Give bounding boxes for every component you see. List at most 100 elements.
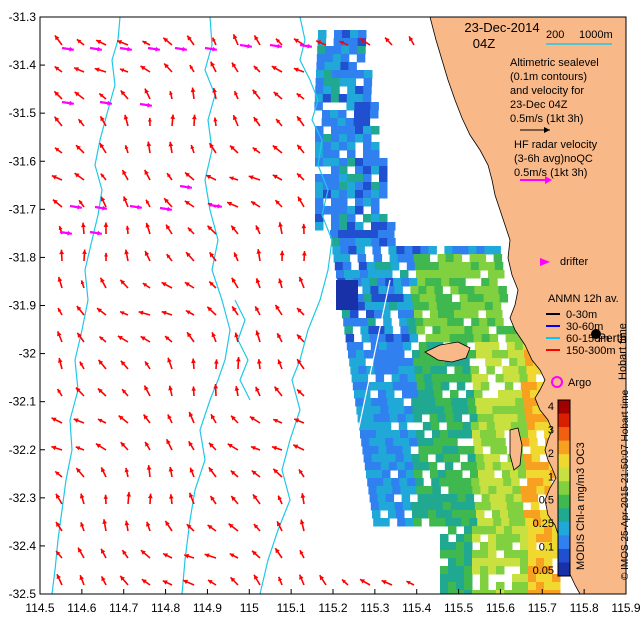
chl-cell bbox=[476, 350, 485, 359]
chl-cell bbox=[379, 166, 388, 175]
chl-cell bbox=[386, 342, 396, 351]
chl-cell bbox=[493, 358, 502, 367]
chl-cell bbox=[492, 406, 501, 415]
chl-cell bbox=[331, 198, 340, 207]
velocity-arrowhead bbox=[51, 417, 57, 422]
chl-cell bbox=[400, 270, 409, 279]
velocity-arrowhead bbox=[165, 336, 170, 341]
chl-cell bbox=[323, 158, 332, 167]
chl-cell bbox=[331, 182, 340, 191]
chl-cell bbox=[415, 478, 424, 487]
chl-cell bbox=[384, 382, 394, 391]
chl-cell bbox=[384, 270, 393, 279]
chl-cell bbox=[384, 430, 393, 439]
velocity-arrowhead bbox=[54, 35, 60, 41]
chl-cell bbox=[332, 70, 341, 79]
chl-cell bbox=[504, 558, 513, 567]
velocity-arrowhead bbox=[138, 310, 144, 316]
chl-cell bbox=[339, 198, 348, 207]
chl-cell bbox=[499, 294, 509, 303]
velocity-arrowhead bbox=[230, 577, 236, 583]
chl-cell bbox=[379, 238, 388, 247]
chl-cell bbox=[361, 118, 371, 127]
chl-cell bbox=[464, 566, 473, 575]
chl-cell bbox=[341, 46, 350, 55]
chl-cell bbox=[456, 574, 465, 583]
velocity-arrowhead bbox=[79, 575, 85, 581]
chl-cell bbox=[482, 286, 491, 295]
chl-cell bbox=[454, 366, 463, 375]
velocity-arrowhead bbox=[190, 145, 195, 150]
chl-cell bbox=[486, 366, 495, 375]
chl-cell bbox=[468, 510, 477, 519]
chl-cell bbox=[339, 222, 348, 231]
velocity-arrowhead bbox=[293, 444, 299, 449]
chl-cell bbox=[506, 342, 516, 351]
colorbar-segment bbox=[558, 562, 570, 577]
chl-cell bbox=[485, 414, 495, 423]
chl-cell bbox=[383, 318, 392, 327]
chl-cell bbox=[426, 342, 436, 351]
chl-cell bbox=[542, 422, 552, 431]
velocity-arrowhead bbox=[120, 360, 126, 366]
chl-cell bbox=[544, 534, 553, 543]
velocity-arrowhead bbox=[166, 439, 171, 445]
chl-cell bbox=[419, 454, 429, 463]
chl-cell bbox=[466, 286, 475, 295]
chl-cell bbox=[316, 70, 325, 79]
chl-cell bbox=[529, 438, 538, 447]
velocity-arrowhead bbox=[298, 276, 304, 282]
chl-cell bbox=[406, 366, 415, 375]
chl-cell bbox=[357, 254, 367, 263]
colorbar-title: MODIS Chl-a mg/m3 OC3 bbox=[575, 442, 587, 570]
velocity-arrowhead bbox=[231, 415, 236, 421]
chl-cell bbox=[486, 310, 495, 319]
chl-cell bbox=[457, 494, 467, 503]
chl-cell bbox=[456, 582, 465, 591]
chl-cell bbox=[347, 158, 356, 167]
chl-cell bbox=[347, 78, 357, 87]
chl-cell bbox=[351, 374, 361, 383]
chl-cell bbox=[488, 550, 497, 559]
chl-cell bbox=[417, 278, 426, 287]
colorbar-tick: 0.25 bbox=[533, 518, 554, 530]
velocity-arrowhead bbox=[76, 39, 82, 44]
velocity-arrowhead bbox=[96, 39, 102, 45]
chl-cell bbox=[359, 318, 368, 327]
chl-cell bbox=[444, 406, 453, 415]
velocity-arrowhead bbox=[275, 304, 280, 310]
chl-cell bbox=[344, 326, 353, 335]
chl-cell bbox=[428, 462, 438, 471]
chl-cell bbox=[436, 302, 446, 311]
chl-cell bbox=[368, 326, 377, 335]
chl-cell bbox=[382, 310, 391, 319]
chl-cell bbox=[371, 214, 380, 223]
chl-cell bbox=[533, 518, 542, 527]
chl-cell bbox=[552, 534, 561, 543]
chl-cell bbox=[397, 518, 406, 527]
velocity-arrowhead bbox=[273, 92, 279, 97]
chl-cell bbox=[411, 294, 421, 303]
velocity-arrowhead bbox=[142, 283, 148, 287]
chl-cell bbox=[440, 590, 449, 594]
chl-cell bbox=[315, 158, 324, 167]
chl-cell bbox=[504, 534, 513, 543]
chl-cell bbox=[412, 462, 422, 471]
chl-cell bbox=[441, 494, 451, 503]
velocity-arrowhead bbox=[297, 116, 302, 122]
chl-cell bbox=[408, 430, 417, 439]
chl-cell bbox=[552, 550, 561, 559]
velocity-arrowhead bbox=[75, 446, 81, 451]
chl-cell bbox=[444, 302, 454, 311]
velocity-arrowhead bbox=[210, 61, 215, 67]
chl-cell bbox=[461, 358, 470, 367]
velocity-arrowhead bbox=[209, 281, 214, 286]
velocity-arrowhead bbox=[103, 494, 108, 499]
chl-cell bbox=[352, 382, 362, 391]
chl-cell bbox=[496, 566, 505, 575]
x-tick-label: 114.9 bbox=[193, 601, 222, 615]
colorbar-segment bbox=[558, 454, 570, 469]
chl-cell bbox=[493, 414, 503, 423]
chl-cell bbox=[342, 262, 352, 271]
rottnest-island bbox=[424, 341, 471, 363]
